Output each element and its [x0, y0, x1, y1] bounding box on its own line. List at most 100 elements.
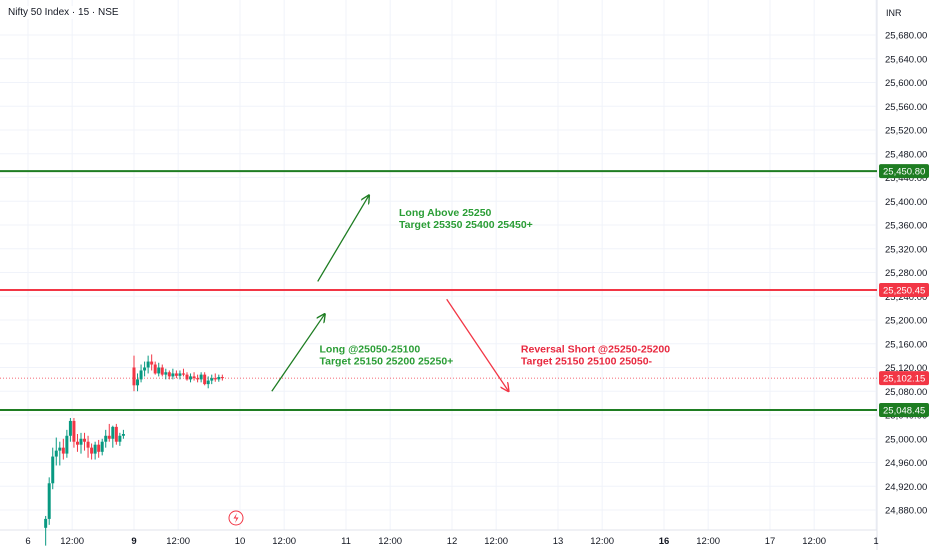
price-tag-label: 25,102.15 — [883, 374, 925, 385]
candle-body[interactable] — [136, 379, 140, 386]
x-tick-label: 6 — [25, 536, 30, 547]
x-tick-label: 1 — [873, 536, 878, 547]
price-tag[interactable] — [879, 371, 929, 386]
candle-body[interactable] — [157, 367, 161, 374]
price-tag[interactable] — [879, 164, 929, 179]
candle-body[interactable] — [199, 374, 203, 380]
candle-body[interactable] — [171, 373, 175, 377]
candle-body[interactable] — [86, 441, 90, 448]
candle-body[interactable] — [44, 518, 48, 528]
candle-body[interactable] — [68, 420, 72, 436]
price-tag[interactable] — [879, 402, 929, 417]
y-tick-label: 24,920.00 — [885, 482, 927, 493]
price-tag-label: 25,450.80 — [883, 167, 925, 178]
price-tag[interactable] — [879, 283, 929, 298]
lightning-icon — [233, 513, 239, 523]
candle-body[interactable] — [206, 380, 210, 385]
candle-body[interactable] — [61, 447, 65, 454]
x-tick-label: 9 — [131, 536, 136, 547]
annotation-text: Target 25150 25100 25050- — [521, 356, 653, 368]
x-tick-label: 12:00 — [696, 536, 720, 547]
candle-body[interactable] — [189, 376, 193, 380]
candle-body[interactable] — [185, 374, 189, 380]
y-tick-label: 25,680.00 — [885, 31, 927, 42]
candle-body[interactable] — [90, 447, 94, 454]
candle-body[interactable] — [51, 456, 55, 484]
y-tick-label: 25,480.00 — [885, 149, 927, 160]
x-tick-label: 13 — [553, 536, 564, 547]
x-tick-label: 12:00 — [378, 536, 402, 547]
candle-body[interactable] — [192, 376, 196, 379]
candle-body[interactable] — [97, 444, 101, 452]
x-tick-label: 12:00 — [590, 536, 614, 547]
candle-body[interactable] — [75, 441, 79, 445]
symbol-title: Nifty 50 Index · 15 · NSE — [6, 6, 121, 19]
candle-body[interactable] — [104, 435, 108, 442]
candle-body[interactable] — [139, 370, 143, 380]
candle-body[interactable] — [93, 444, 97, 454]
candle-body[interactable] — [72, 420, 76, 442]
y-tick-label: 25,520.00 — [885, 126, 927, 137]
y-tick-label: 25,320.00 — [885, 244, 927, 255]
y-tick-label: 25,280.00 — [885, 268, 927, 279]
candle-body[interactable] — [58, 447, 62, 451]
candle-body[interactable] — [196, 378, 200, 380]
candle-body[interactable] — [220, 377, 224, 379]
candle-body[interactable] — [54, 450, 58, 457]
annotation-text: Target 25350 25400 25450+ — [399, 219, 533, 231]
y-tick-label: 24,960.00 — [885, 458, 927, 469]
candle-body[interactable] — [100, 441, 104, 452]
candle-body[interactable] — [174, 373, 178, 376]
green-arrow[interactable] — [271, 314, 325, 392]
y-tick-label: 25,400.00 — [885, 197, 927, 208]
candle-body[interactable] — [114, 426, 118, 442]
x-tick-label: 17 — [765, 536, 776, 547]
y-tick-label: 25,360.00 — [885, 221, 927, 232]
price-tag-label: 25,250.45 — [883, 286, 925, 297]
candle-body[interactable] — [164, 372, 168, 375]
candle-body[interactable] — [83, 438, 87, 442]
currency-label[interactable]: INR — [886, 8, 902, 18]
candle-body[interactable] — [65, 435, 69, 454]
x-tick-label: 11 — [341, 536, 351, 547]
y-tick-label: 25,000.00 — [885, 434, 927, 445]
candle-body[interactable] — [153, 364, 157, 374]
annotation-text: Target 25150 25200 25250+ — [320, 356, 454, 368]
candle-body[interactable] — [79, 438, 83, 445]
x-tick-label: 12:00 — [484, 536, 508, 547]
green-arrow[interactable] — [317, 195, 369, 282]
candle-body[interactable] — [47, 483, 51, 519]
y-tick-label: 25,120.00 — [885, 363, 927, 374]
candle-body[interactable] — [178, 373, 182, 376]
candle-body[interactable] — [146, 361, 150, 368]
x-tick-label: 12:00 — [60, 536, 84, 547]
x-tick-label: 12:00 — [166, 536, 190, 547]
y-tick-label: 25,640.00 — [885, 54, 927, 65]
annotation-text: Reversal Short @25250-25200 — [521, 344, 670, 356]
y-tick-label: 25,160.00 — [885, 339, 927, 350]
candle-body[interactable] — [203, 374, 207, 385]
price-tag-label: 25,048.45 — [883, 405, 925, 416]
candle-body[interactable] — [213, 378, 217, 380]
candle-body[interactable] — [217, 377, 221, 380]
y-tick-label: 25,080.00 — [885, 387, 927, 398]
candle-body[interactable] — [210, 378, 214, 381]
y-tick-label: 25,560.00 — [885, 102, 927, 113]
candle-body[interactable] — [111, 426, 115, 439]
candle-body[interactable] — [143, 367, 147, 371]
x-tick-label: 16 — [659, 536, 670, 547]
candle-body[interactable] — [160, 367, 164, 375]
annotation-text: Long Above 25250 — [399, 207, 492, 219]
y-tick-label: 25,240.00 — [885, 292, 927, 303]
red-arrow[interactable] — [446, 298, 509, 391]
candle-body[interactable] — [107, 435, 111, 439]
candle-body[interactable] — [121, 434, 125, 436]
candle-body[interactable] — [167, 372, 171, 377]
candle-body[interactable] — [118, 435, 122, 442]
candle-body[interactable] — [150, 361, 154, 365]
candle-body[interactable] — [132, 367, 136, 386]
candle-body[interactable] — [181, 373, 185, 375]
